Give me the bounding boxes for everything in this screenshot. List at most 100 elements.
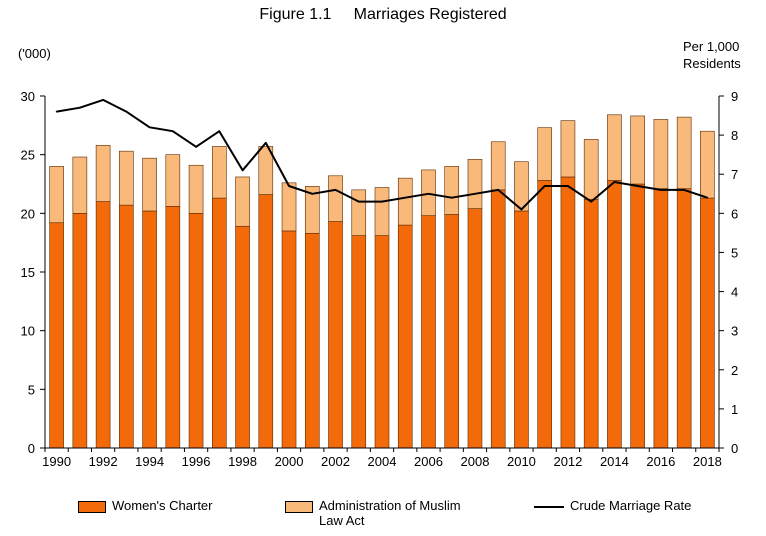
legend-item-crude-rate: Crude Marriage Rate — [534, 498, 691, 513]
crude-rate-point — [148, 126, 151, 129]
bar-muslim-law — [676, 116, 692, 189]
right-tick-label: 5 — [731, 245, 738, 260]
bar-womens-charter — [142, 210, 157, 449]
bar-womens-charter — [490, 189, 506, 449]
axes-layer: 0 5 10 15 20 25 30 0 1 2 3 4 5 6 7 8 9 1990 1992 1994 1996 19… — [21, 89, 739, 469]
right-tick-label: 1 — [731, 402, 738, 417]
left-tick-label: 0 — [28, 441, 35, 456]
crude-rate-point — [497, 189, 500, 191]
bar-muslim-law — [188, 164, 204, 214]
left-tick-label: 10 — [21, 324, 35, 339]
bar-womens-charter — [421, 215, 436, 449]
bar-womens-charter — [95, 201, 111, 449]
bar-womens-charter — [444, 214, 460, 449]
left-axis-unit: ('000) — [18, 46, 51, 61]
crude-rate-point — [102, 99, 104, 101]
right-tick-label: 8 — [731, 128, 738, 143]
crude-rate-point — [264, 142, 267, 144]
bar-muslim-law — [630, 115, 645, 185]
bar-muslim-law — [607, 114, 622, 181]
bar-muslim-law — [467, 159, 483, 209]
crude-rate-point — [311, 192, 314, 195]
crude-rate-point — [172, 130, 174, 132]
bar-muslim-law — [281, 182, 297, 232]
bar-womens-charter — [676, 188, 692, 449]
bar-womens-charter — [328, 221, 343, 449]
right-axis-unit-line2: Residents — [683, 56, 741, 71]
x-tick-label: 2000 — [275, 454, 304, 469]
left-tick-label: 30 — [21, 89, 35, 104]
x-tick-label: 1990 — [42, 454, 71, 469]
legend-item-muslim-law: Administration of Muslim Law Act — [285, 498, 461, 528]
x-tick-label: 2006 — [414, 454, 443, 469]
womens-charter-swatch — [78, 501, 106, 513]
crude-rate-point — [706, 196, 709, 199]
right-tick-label: 4 — [731, 285, 738, 300]
bar-womens-charter — [467, 208, 483, 449]
right-tick-label: 9 — [731, 89, 738, 104]
bar-womens-charter — [374, 235, 390, 449]
bar-muslim-law — [444, 166, 460, 215]
bar-womens-charter — [397, 224, 413, 449]
x-tick-label: 2002 — [321, 454, 350, 469]
bar-muslim-law — [397, 177, 413, 226]
bar-muslim-law — [304, 186, 320, 234]
crude-rate-point — [520, 208, 523, 211]
bar-muslim-law — [700, 130, 715, 199]
crude-rate-point — [543, 185, 546, 187]
bar-womens-charter — [700, 197, 715, 449]
x-tick-label: 2014 — [600, 454, 629, 469]
crude-rate-point — [357, 200, 360, 203]
bar-muslim-law — [583, 139, 599, 200]
bar-womens-charter — [281, 230, 297, 449]
crude-rate-point — [613, 181, 616, 183]
rate-line-layer — [55, 98, 709, 211]
crude-rate-point — [55, 110, 58, 113]
bar-womens-charter — [351, 235, 367, 449]
legend-label-muslim-law: Administration of Muslim Law Act — [319, 498, 461, 528]
bar-womens-charter — [258, 194, 274, 449]
crude-rate-point — [195, 146, 197, 148]
bar-muslim-law — [328, 175, 343, 222]
right-axis-unit-line1: Per 1,000 — [683, 39, 740, 54]
bar-womens-charter — [537, 180, 552, 449]
crude-rate-point — [404, 196, 407, 199]
bar-muslim-law — [351, 189, 367, 236]
crude-rate-point — [474, 192, 476, 195]
legend-label-crude-rate: Crude Marriage Rate — [570, 498, 692, 513]
x-tick-label: 1994 — [135, 454, 164, 469]
crude-rate-point — [590, 200, 592, 203]
bar-womens-charter — [49, 222, 64, 449]
crude-rate-point — [334, 189, 337, 191]
right-tick-label: 6 — [731, 206, 738, 221]
bar-womens-charter — [188, 213, 204, 449]
chart-title: Figure 1.1 Marriages Registered — [259, 6, 507, 23]
bar-muslim-law — [374, 187, 390, 236]
crude-rate-point — [381, 200, 383, 203]
bar-muslim-law — [72, 156, 88, 214]
bar-muslim-law — [653, 119, 669, 189]
bar-womens-charter — [235, 225, 250, 449]
x-tick-label: 1998 — [228, 454, 257, 469]
right-tick-label: 2 — [731, 363, 738, 378]
left-tick-label: 15 — [21, 265, 35, 280]
x-tick-label: 2010 — [507, 454, 536, 469]
left-tick-label: 5 — [28, 382, 35, 397]
bar-muslim-law — [258, 146, 274, 195]
x-tick-label: 1992 — [89, 454, 118, 469]
x-tick-label: 2016 — [646, 454, 675, 469]
right-axis-unit: Per 1,000 Residents — [683, 38, 741, 72]
crude-rate-point — [450, 196, 453, 199]
left-tick-label: 25 — [21, 148, 35, 163]
legend-label-womens-charter: Women's Charter — [112, 498, 213, 513]
bar-womens-charter — [514, 210, 529, 449]
x-tick-label: 2018 — [693, 454, 722, 469]
bar-muslim-law — [490, 141, 506, 191]
bar-womens-charter — [304, 232, 320, 449]
bar-muslim-law — [560, 120, 576, 178]
bar-muslim-law — [235, 176, 250, 227]
bar-muslim-law — [212, 146, 227, 199]
x-tick-label: 2008 — [461, 454, 490, 469]
crude-rate-swatch — [534, 506, 564, 508]
